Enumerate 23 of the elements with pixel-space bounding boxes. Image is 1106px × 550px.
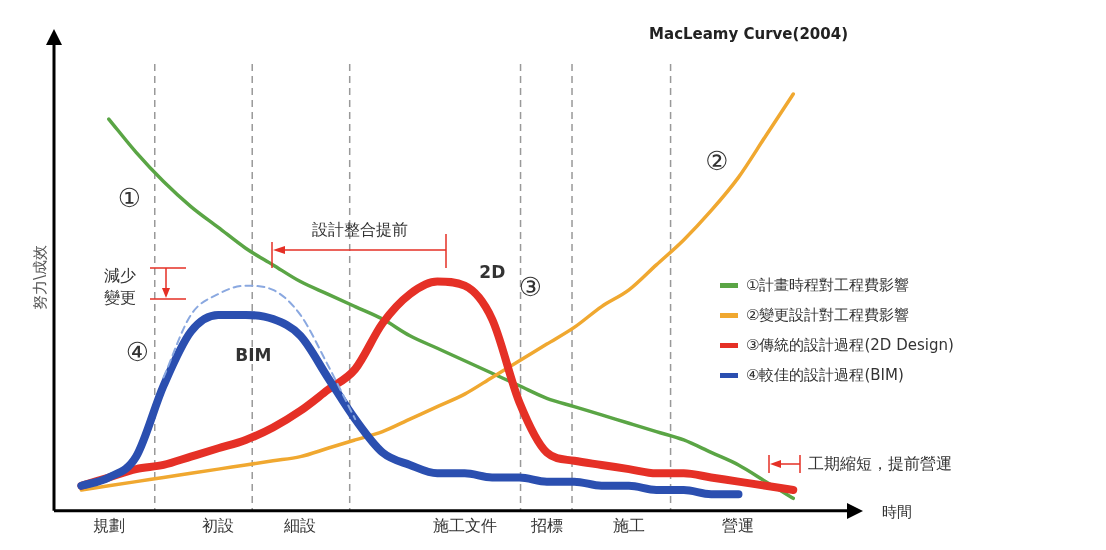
annotation: 設計整合提前	[311, 218, 410, 241]
chart-title: MacLeamy Curve(2004)	[649, 24, 848, 43]
annotation: 2D	[479, 262, 506, 283]
legend-label: ②變更設計對工程費影響	[746, 305, 910, 326]
x-tick-label: 細設	[283, 515, 317, 535]
y-axis-title: 努力\成效	[30, 244, 49, 310]
legend-label: ①計畫時程對工程費影響	[746, 275, 910, 296]
x-tick-label: 施工文件	[432, 515, 497, 535]
annotation: ③	[517, 271, 544, 302]
x-tick-label: 規劃	[92, 515, 125, 535]
annotation: ④	[124, 337, 150, 368]
x-tick-label: 施工	[612, 515, 645, 535]
x-tick-label: 營運	[722, 515, 755, 535]
annotation: ①	[116, 183, 143, 214]
legend-label: ③傳統的設計過程(2D Design)	[746, 335, 954, 356]
annotation: 工期縮短，提前營運	[808, 453, 954, 476]
x-axis-title: 時間	[882, 502, 912, 522]
x-tick-label: 招標	[529, 515, 563, 535]
annotation: ②	[704, 145, 730, 176]
x-tick-label: 初設	[202, 515, 235, 535]
legend-label: ④較佳的設計過程(BIM)	[746, 365, 904, 386]
annotation: 減少變更	[102, 264, 137, 309]
annotation: BIM	[234, 344, 273, 367]
